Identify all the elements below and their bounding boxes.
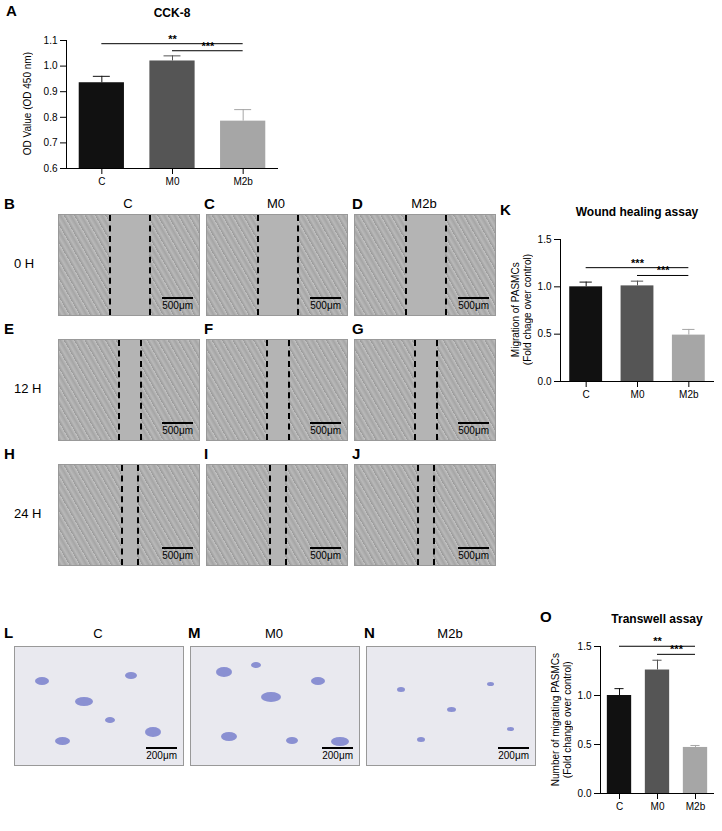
svg-text:M0: M0	[651, 801, 665, 812]
html-text:500μm: 500μm	[162, 300, 193, 311]
html-text:H: H	[4, 445, 15, 462]
html-text:500μm: 500μm	[458, 425, 489, 436]
html-text:F: F	[204, 320, 214, 337]
svg-text:0.0: 0.0	[538, 376, 552, 387]
html-text:200μm: 200μm	[498, 750, 529, 761]
html-text:24 H: 24 H	[14, 506, 42, 521]
html-text:B: B	[4, 195, 15, 212]
html-text:J: J	[352, 445, 361, 462]
svg-text:1.0: 1.0	[538, 281, 552, 292]
svg-text:0.9: 0.9	[44, 86, 58, 97]
html-text:500μm: 500μm	[310, 550, 341, 561]
html-text:500μm: 500μm	[162, 550, 193, 561]
html-text:E: E	[4, 320, 14, 337]
html-text:M0: M0	[267, 196, 285, 211]
html-text:D: D	[352, 195, 363, 212]
html-text:Transwell assay: Transwell assay	[611, 612, 703, 626]
html-text:M2b: M2b	[411, 196, 437, 211]
svg-text:C: C	[616, 801, 623, 812]
svg-text:0.6: 0.6	[44, 163, 58, 174]
svg-text:M2b: M2b	[686, 801, 706, 812]
html-text:O: O	[540, 608, 552, 625]
svg-text:M2b: M2b	[679, 389, 699, 400]
svg-text:***: ***	[631, 257, 645, 269]
html-text:(Fold change over control): (Fold change over control)	[562, 661, 573, 778]
html-text:C: C	[123, 196, 133, 211]
svg-text:1.5: 1.5	[538, 234, 552, 245]
html-text:M: M	[188, 624, 201, 641]
html-text:(Fold chage over control): (Fold chage over control)	[522, 254, 533, 366]
html-text:500μm: 500μm	[310, 300, 341, 311]
html-text:500μm: 500μm	[310, 425, 341, 436]
svg-text:1.0: 1.0	[578, 690, 592, 701]
svg-text:0.0: 0.0	[578, 788, 592, 799]
html-text:500μm: 500μm	[458, 300, 489, 311]
html-text:N: N	[364, 624, 375, 641]
svg-text:***: ***	[201, 40, 215, 52]
html-text:200μm: 200μm	[146, 750, 177, 761]
svg-text:0.5: 0.5	[578, 739, 592, 750]
html-text:OD Value (OD 450 nm): OD Value (OD 450 nm)	[22, 52, 33, 156]
html-text:500μm: 500μm	[458, 550, 489, 561]
html-text:K: K	[500, 201, 511, 218]
html-text:0 H: 0 H	[14, 256, 35, 271]
html-text:I: I	[204, 445, 209, 462]
html-text:CCK-8: CCK-8	[153, 6, 191, 20]
html-text:M2b: M2b	[437, 626, 463, 641]
html-text:200μm: 200μm	[322, 750, 353, 761]
svg-text:0.7: 0.7	[44, 137, 58, 148]
html-text:Migration of PASMCs: Migration of PASMCs	[510, 262, 521, 358]
html-text:Wound healing assay: Wound healing assay	[575, 205, 699, 219]
svg-text:1.5: 1.5	[578, 641, 592, 652]
svg-text:**: **	[653, 635, 662, 647]
html-text:500μm: 500μm	[162, 425, 193, 436]
html-text:G: G	[352, 320, 364, 337]
html-text:A: A	[6, 2, 17, 19]
svg-text:C: C	[98, 176, 105, 187]
html-text:C: C	[93, 626, 103, 641]
svg-text:0.5: 0.5	[538, 328, 552, 339]
html-text:Number of migrating PASMCs: Number of migrating PASMCs	[550, 652, 561, 787]
svg-text:1.1: 1.1	[44, 35, 58, 46]
html-text:C: C	[204, 195, 215, 212]
svg-text:***: ***	[657, 264, 671, 276]
svg-text:M2b: M2b	[233, 176, 253, 187]
svg-text:M0: M0	[631, 389, 645, 400]
html-text:12 H: 12 H	[14, 381, 42, 396]
html-text:L: L	[4, 624, 14, 641]
html-text:M0: M0	[265, 626, 283, 641]
svg-text:C: C	[583, 389, 590, 400]
svg-text:0.8: 0.8	[44, 112, 58, 123]
svg-text:**: **	[168, 33, 177, 45]
svg-text:***: ***	[670, 643, 684, 655]
svg-text:1.0: 1.0	[44, 60, 58, 71]
svg-text:M0: M0	[166, 176, 180, 187]
